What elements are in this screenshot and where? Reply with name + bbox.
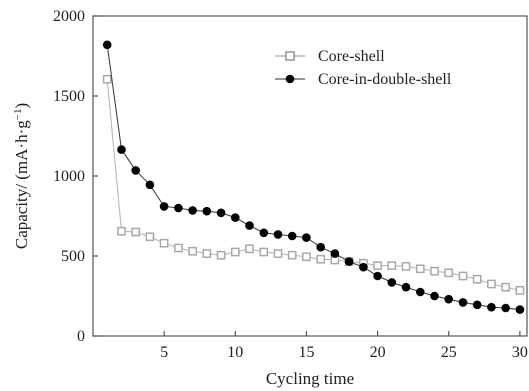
data-point-core-shell-21 xyxy=(387,261,397,270)
series-layer xyxy=(102,40,525,314)
legend-core-shell-marker xyxy=(285,51,295,61)
data-point-core-shell-20 xyxy=(373,261,382,270)
data-point-core-shell-12 xyxy=(259,247,269,257)
data-point-core-shell-26 xyxy=(458,271,468,281)
data-point-core-shell-24 xyxy=(430,266,439,276)
data-point-core-shell-13 xyxy=(273,249,283,258)
data-point-core-shell-29 xyxy=(501,282,511,292)
data-point-core-shell-30 xyxy=(515,286,525,295)
data-point-core-in-double-shell-13 xyxy=(273,230,283,239)
data-point-core-shell-22 xyxy=(401,262,411,271)
data-point-core-in-double-shell-3 xyxy=(131,166,140,175)
data-point-core-in-double-shell-12 xyxy=(259,228,269,238)
x-tick-label-30: 30 xyxy=(512,344,528,361)
data-point-core-shell-23 xyxy=(415,264,425,274)
y-tick-label-500: 500 xyxy=(61,248,85,265)
data-point-core-shell-8 xyxy=(202,249,212,258)
plot-frame xyxy=(92,15,528,337)
series-line-core-shell xyxy=(106,79,521,291)
legend-core-in-double-shell-label: Core-in-double-shell xyxy=(318,71,452,88)
data-point-core-shell-16 xyxy=(316,254,326,264)
data-point-core-in-double-shell-22 xyxy=(401,282,411,292)
data-point-core-in-double-shell-5 xyxy=(159,202,169,211)
data-point-core-shell-5 xyxy=(159,238,169,248)
y-tick-label-1500: 1500 xyxy=(53,88,85,105)
y-axis-label: Capacity/ (mA·h·g−1) xyxy=(12,103,31,249)
data-point-core-in-double-shell-28 xyxy=(487,302,496,312)
y-axis-label-prefix: Capacity/ (mA·h·g xyxy=(12,120,31,249)
x-tick-label-5: 5 xyxy=(160,344,168,361)
data-point-core-in-double-shell-6 xyxy=(174,203,183,213)
data-point-core-in-double-shell-11 xyxy=(245,221,254,230)
data-point-core-shell-14 xyxy=(287,250,297,260)
data-point-core-in-double-shell-15 xyxy=(302,233,311,242)
data-point-core-in-double-shell-9 xyxy=(216,208,226,218)
data-point-core-in-double-shell-24 xyxy=(430,291,439,301)
y-axis-label-suffix: ) xyxy=(12,103,31,109)
data-point-core-in-double-shell-27 xyxy=(472,300,482,310)
x-axis-ticks: 5 10 15 20 25 30 xyxy=(160,331,528,361)
data-point-core-in-double-shell-7 xyxy=(188,206,197,215)
data-point-core-in-double-shell-21 xyxy=(387,278,397,287)
legend-core-shell-label: Core-shell xyxy=(318,48,385,65)
data-point-core-in-double-shell-25 xyxy=(444,294,454,304)
data-point-core-in-double-shell-20 xyxy=(373,271,382,281)
data-point-core-in-double-shell-1 xyxy=(102,40,112,50)
data-point-core-shell-10 xyxy=(230,247,240,257)
y-tick-label-0: 0 xyxy=(77,328,85,345)
y-tick-label-1000: 1000 xyxy=(53,168,85,185)
x-axis-label: Cycling time xyxy=(266,369,354,388)
data-point-core-shell-3 xyxy=(131,227,141,237)
data-point-core-shell-6 xyxy=(174,243,183,253)
data-point-core-shell-11 xyxy=(245,244,254,254)
x-tick-label-20: 20 xyxy=(370,344,386,361)
x-tick-label-15: 15 xyxy=(298,344,314,361)
data-point-core-in-double-shell-29 xyxy=(501,303,511,313)
x-tick-label-25: 25 xyxy=(441,344,457,361)
data-point-core-shell-27 xyxy=(472,274,482,284)
data-point-core-in-double-shell-30 xyxy=(515,305,525,314)
legend-core-in-double-shell-marker xyxy=(285,74,295,84)
x-tick-label-10: 10 xyxy=(227,344,243,361)
data-point-core-shell-4 xyxy=(145,232,155,242)
data-point-core-in-double-shell-16 xyxy=(316,242,326,252)
data-point-core-shell-1 xyxy=(102,74,112,84)
data-point-core-shell-7 xyxy=(188,246,197,256)
series-line-core-in-double-shell xyxy=(106,44,520,311)
legend: Core-shell Core-in-double-shell xyxy=(275,48,452,88)
data-point-core-in-double-shell-14 xyxy=(287,231,297,241)
y-axis-ticks: 0 500 1000 1500 2000 xyxy=(53,8,98,345)
data-point-core-shell-25 xyxy=(444,268,454,278)
data-point-core-in-double-shell-26 xyxy=(458,298,468,307)
data-point-core-in-double-shell-18 xyxy=(344,257,354,266)
data-point-core-shell-28 xyxy=(487,279,496,289)
y-tick-label-2000: 2000 xyxy=(53,8,85,25)
data-point-core-shell-2 xyxy=(117,226,126,236)
data-point-core-in-double-shell-10 xyxy=(231,213,240,222)
y-axis-label-superscript: −1 xyxy=(12,109,24,121)
data-point-core-in-double-shell-2 xyxy=(117,145,126,154)
data-point-core-in-double-shell-8 xyxy=(202,206,212,216)
data-point-core-in-double-shell-19 xyxy=(359,262,368,272)
data-point-core-shell-9 xyxy=(216,250,226,260)
data-point-core-shell-15 xyxy=(302,252,311,262)
data-point-core-in-double-shell-4 xyxy=(145,180,155,190)
data-point-core-in-double-shell-17 xyxy=(330,249,340,258)
data-point-core-in-double-shell-23 xyxy=(416,287,425,297)
